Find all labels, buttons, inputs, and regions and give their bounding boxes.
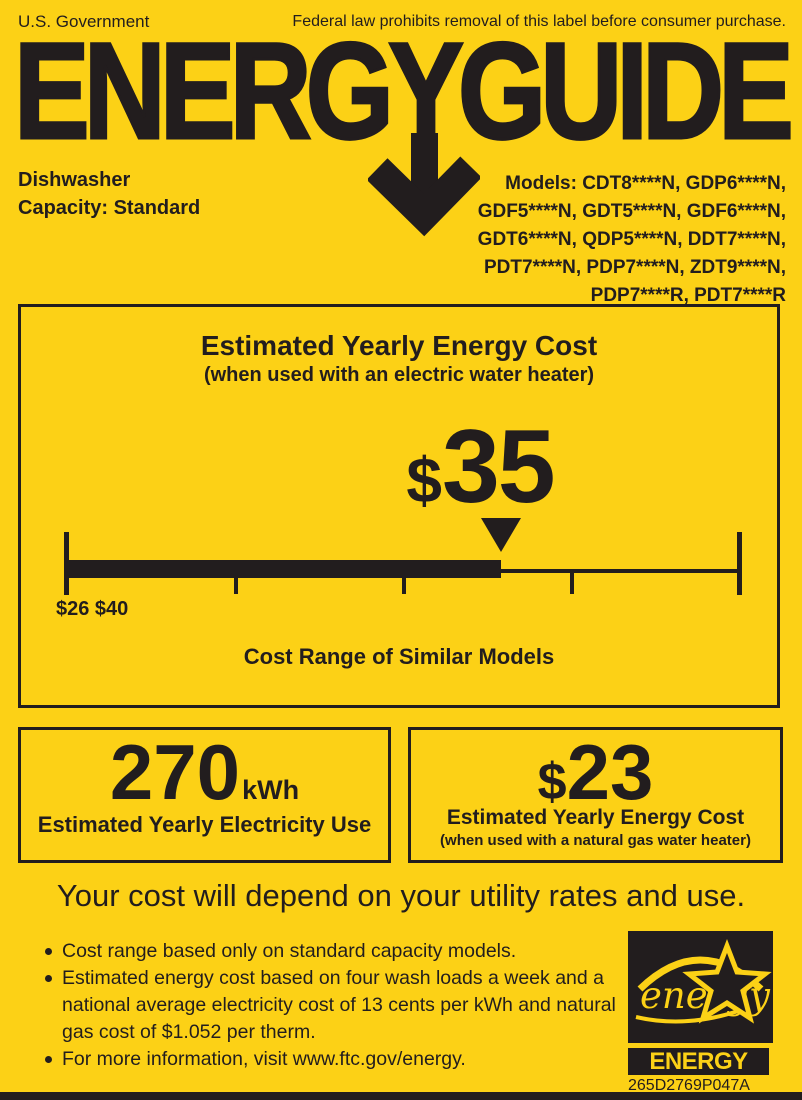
- electricity-use-box: [18, 727, 391, 863]
- gas-cost-caption: Estimated Yearly Energy Cost: [446, 806, 745, 829]
- cost-range-fill: [66, 560, 501, 578]
- yearly-cost-box: [18, 304, 780, 708]
- electricity-use-value: 270 kWh: [18, 733, 391, 811]
- scale-tick: [234, 573, 238, 594]
- scale-right-end-tick: [737, 532, 742, 595]
- utility-note: Your cost will depend on your utility ra…: [56, 878, 746, 913]
- scale-tick: [570, 573, 574, 594]
- range-caption: Cost Range of Similar Models: [243, 644, 555, 669]
- energy-star-logo: energy: [628, 931, 773, 1043]
- product-info: Dishwasher Capacity: Standard: [18, 166, 200, 222]
- models-line: PDP7****R, PDT7****R: [590, 285, 786, 306]
- us-government-text: U.S. Government: [18, 12, 150, 31]
- models-list: Models: CDT8****N, GDP6****N, GDF5****N,…: [356, 170, 786, 310]
- models-line: Models: CDT8****N, GDP6****N,: [505, 173, 786, 194]
- models-line: GDF5****N, GDT5****N, GDF6****N,: [477, 201, 786, 222]
- part-number: 265D2769P047A: [628, 1077, 750, 1094]
- product-type: Dishwasher: [18, 169, 131, 191]
- range-labels: $26 $40: [56, 598, 129, 620]
- cost-marker-triangle: [481, 518, 521, 552]
- star-icon: [682, 939, 772, 1024]
- down-arrow-icon: [368, 133, 480, 237]
- scale-tick: [402, 573, 406, 594]
- footnote-item: Cost range based only on standard capaci…: [44, 938, 622, 965]
- models-line: PDT7****N, PDP7****N, ZDT9****N,: [484, 257, 786, 278]
- yearly-cost-value: $35: [330, 415, 630, 519]
- gas-cost-subcaption: (when used with a natural gas water heat…: [440, 832, 751, 849]
- footnote-item: Estimated energy cost based on four wash…: [44, 965, 622, 1046]
- footnote-item: For more information, visit www.ftc.gov/…: [44, 1046, 622, 1073]
- energyguide-logo: ENERGYGUIDE: [13, 15, 795, 168]
- electricity-use-caption: Estimated Yearly Electricity Use: [37, 812, 372, 837]
- kwh-unit: kWh: [242, 775, 300, 805]
- energy-star-logo-art: energy: [635, 939, 772, 1024]
- federal-notice: Federal law prohibits removal of this la…: [292, 13, 786, 30]
- yearly-cost-subtitle: (when used with an electric water heater…: [203, 364, 595, 386]
- cost-amount: 35: [441, 409, 556, 525]
- gas-cost-amount: 23: [566, 728, 654, 816]
- gas-cost-box: [408, 727, 783, 863]
- gas-cost-currency: $: [537, 753, 567, 811]
- models-line: GDT6****N, QDP5****N, DDT7****N,: [477, 229, 786, 250]
- kwh-amount: 270: [109, 728, 241, 816]
- footnotes: Cost range based only on standard capaci…: [44, 938, 622, 1073]
- bottom-border-strip: [0, 1092, 802, 1100]
- gas-cost-value: $23: [408, 733, 783, 811]
- energy-star-bar: ENERGY STAR: [628, 1048, 769, 1100]
- cost-currency: $: [406, 444, 442, 516]
- yearly-cost-title: Estimated Yearly Energy Cost: [200, 330, 598, 361]
- product-capacity: Capacity: Standard: [18, 197, 201, 219]
